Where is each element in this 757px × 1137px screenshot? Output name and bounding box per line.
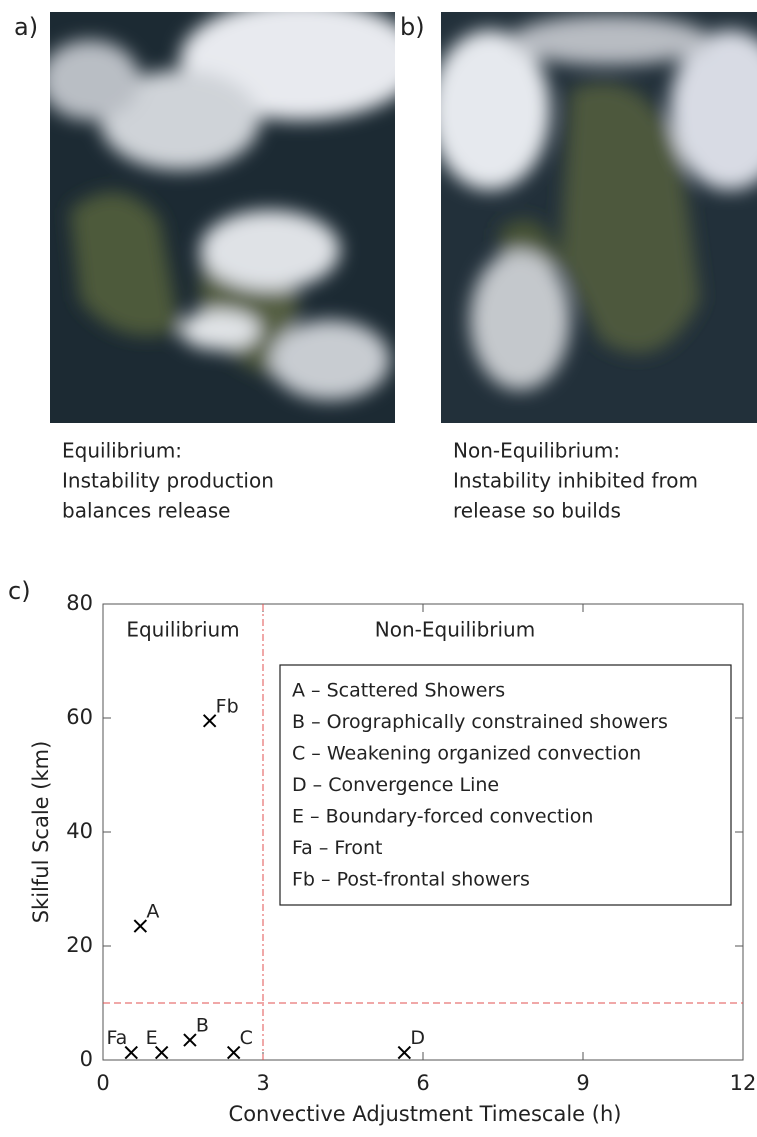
x-tick-label: 6 (416, 1071, 429, 1095)
satellite-image-b (441, 12, 757, 423)
caption: Equilibrium: (62, 439, 182, 463)
panel-label: a) (14, 13, 38, 41)
caption: release so builds (453, 499, 621, 523)
caption: Instability production (62, 469, 274, 493)
point-label: Fb (216, 695, 239, 717)
region-label: Equilibrium (126, 618, 239, 642)
x-tick-label: 12 (730, 1071, 757, 1095)
point-label: E (146, 1027, 158, 1049)
point (202, 714, 217, 728)
legend-entry: Fa – Front (292, 837, 382, 859)
x-tick-label: 9 (576, 1071, 589, 1095)
legend-entry: C – Weakening organized convection (292, 743, 641, 765)
region-label: Non-Equilibrium (375, 618, 535, 642)
y-tick-label: 20 (66, 933, 93, 957)
point (133, 919, 148, 933)
point (397, 1045, 412, 1060)
point-label: D (410, 1027, 425, 1049)
point-label: A (146, 901, 159, 923)
y-tick-label: 80 (66, 591, 93, 615)
x-tick-label: 3 (256, 1071, 269, 1095)
point (183, 1033, 197, 1047)
point (124, 1045, 138, 1060)
y-tick-label: 0 (80, 1047, 93, 1071)
caption: balances release (62, 499, 230, 523)
legend-entry: D – Convergence Line (292, 774, 499, 796)
legend-entry: A – Scattered Showers (292, 680, 505, 702)
point (226, 1045, 241, 1060)
legend-entry: E – Boundary-forced convection (292, 806, 593, 828)
legend (279, 664, 732, 906)
y-tick-label: 60 (66, 705, 93, 729)
panel-label: b) (400, 13, 425, 41)
x-axis-label: Convective Adjustment Timescale (h) (229, 1102, 622, 1126)
legend-entry: B – Orographically constrained showers (292, 711, 668, 733)
y-tick-label: 40 (66, 819, 93, 843)
point-label: Fa (106, 1027, 127, 1049)
caption: Non-Equilibrium: (453, 439, 620, 463)
caption: Instability inhibited from (453, 469, 698, 493)
satellite-image-a (50, 12, 395, 423)
point-label: C (240, 1027, 253, 1049)
panel-label: c) (8, 577, 31, 605)
x-tick-label: 0 (96, 1071, 109, 1095)
point (154, 1045, 169, 1060)
y-axis-label: Skilful Scale (km) (29, 741, 53, 924)
legend-entry: Fb – Post-frontal showers (292, 869, 530, 891)
point-label: B (196, 1015, 209, 1037)
